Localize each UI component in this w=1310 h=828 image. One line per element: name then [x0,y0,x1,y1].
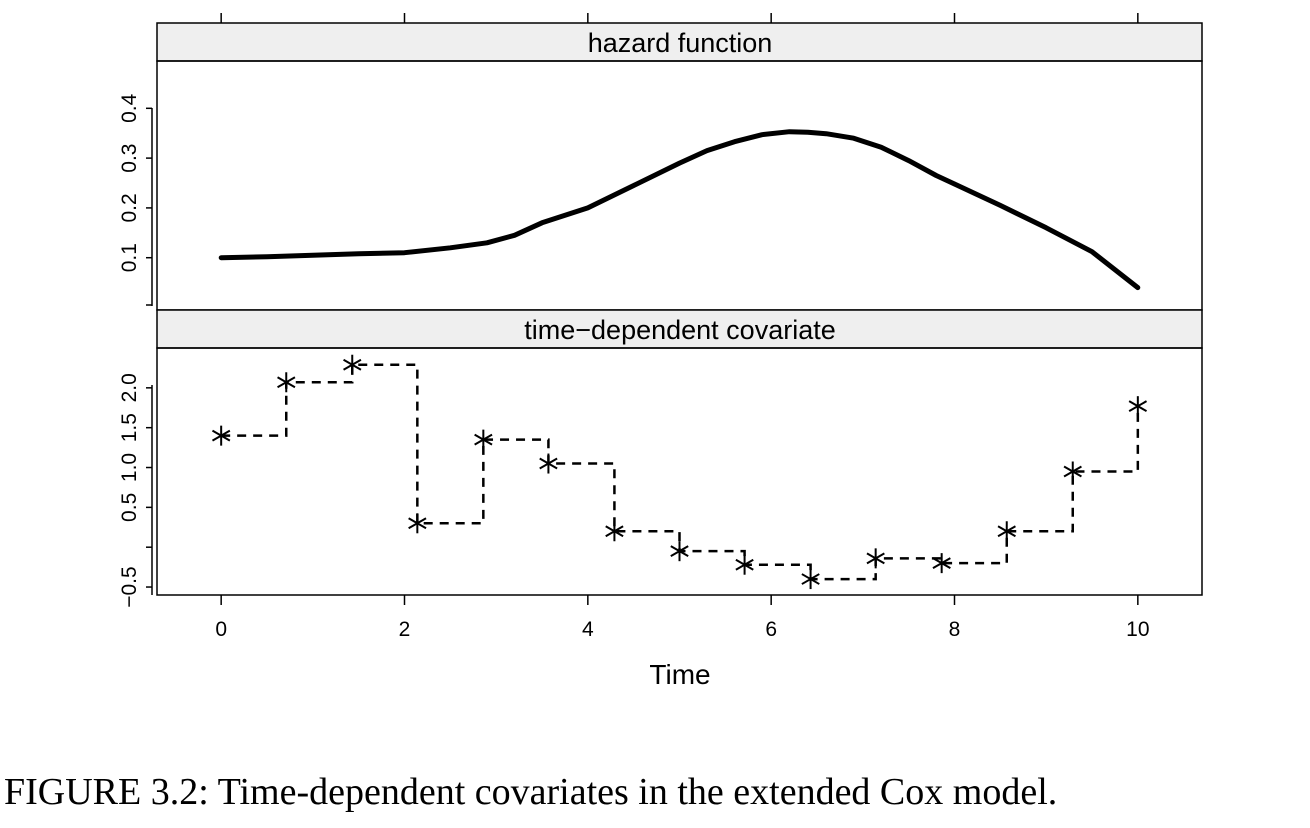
hazard-panel: hazard function 0.1 0.2 0.3 0.4 [118,22,1203,311]
y-tick-label: 1.0 [118,453,141,482]
x-tick-label: 8 [949,618,961,641]
figure-caption: FIGURE 3.2: Time-dependent covariates in… [4,771,1058,813]
covariate-point [997,521,1016,542]
y-tick-label: 0.5 [118,493,141,522]
covariate-panel: time−dependent covariate −0.5 0.5 1.0 1.5 2.… [118,309,1203,608]
covariate-panel-title: time−dependent covariate [524,315,835,345]
y-tick-label: 0.3 [118,144,141,173]
hazard-y-axis: 0.1 0.2 0.3 0.4 [118,93,153,306]
hazard-series [218,129,1141,291]
hazard-plot-frame [156,60,1203,311]
covariate-plot-frame [156,347,1203,596]
covariate-point [277,372,296,393]
top-ticks [220,13,1139,23]
covariate-point [866,548,885,569]
covariate-point [801,569,820,590]
y-tick-label: 0.1 [118,243,141,272]
x-tick-label: 6 [765,618,777,641]
covariate-point [343,354,362,375]
y-tick-label: 1.5 [118,413,141,442]
covariate-point [605,521,624,542]
covariate-point [211,425,231,446]
y-tick-label: 0.4 [118,93,141,123]
x-tick-label: 4 [582,618,594,641]
hazard-line [218,129,1141,291]
x-tick-label: 0 [215,618,227,641]
covariate-strip [156,309,1203,349]
x-axis-title: Time [649,659,710,690]
x-tick-label: 2 [399,618,411,641]
covariate-y-axis: −0.5 0.5 1.0 1.5 2.0 [118,373,153,608]
x-axis: 0 2 4 6 8 10 [215,595,1150,641]
covariate-point [474,429,493,450]
covariate-point [735,554,754,575]
covariate-point [408,513,427,534]
covariate-point [932,553,951,574]
y-tick-label: −0.5 [118,566,141,607]
y-tick-label: 0.2 [118,193,141,222]
covariate-point [670,541,689,562]
x-tick-label: 10 [1126,618,1149,641]
figure: hazard function 0.1 0.2 0.3 0.4 time−depend… [118,13,1203,690]
covariate-point [539,453,558,474]
y-tick-label: 2.0 [118,373,141,402]
covariate-series [211,354,1148,590]
hazard-panel-title: hazard function [588,28,773,58]
covariate-point [1063,461,1082,482]
covariate-point [1128,396,1148,417]
